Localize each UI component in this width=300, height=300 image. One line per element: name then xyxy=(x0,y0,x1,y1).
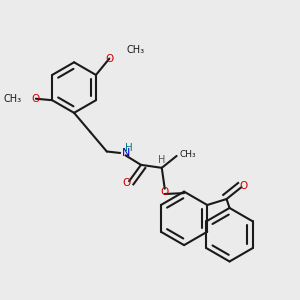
Text: H: H xyxy=(124,142,132,153)
Text: H: H xyxy=(158,155,166,165)
Text: O: O xyxy=(105,54,113,64)
Text: CH₃: CH₃ xyxy=(127,45,145,55)
Text: CH₃: CH₃ xyxy=(4,94,22,104)
Text: O: O xyxy=(160,187,169,196)
Text: O: O xyxy=(240,181,248,191)
Text: O: O xyxy=(123,178,131,188)
Text: O: O xyxy=(32,94,40,104)
Text: N: N xyxy=(122,148,130,158)
Text: CH₃: CH₃ xyxy=(180,150,196,159)
